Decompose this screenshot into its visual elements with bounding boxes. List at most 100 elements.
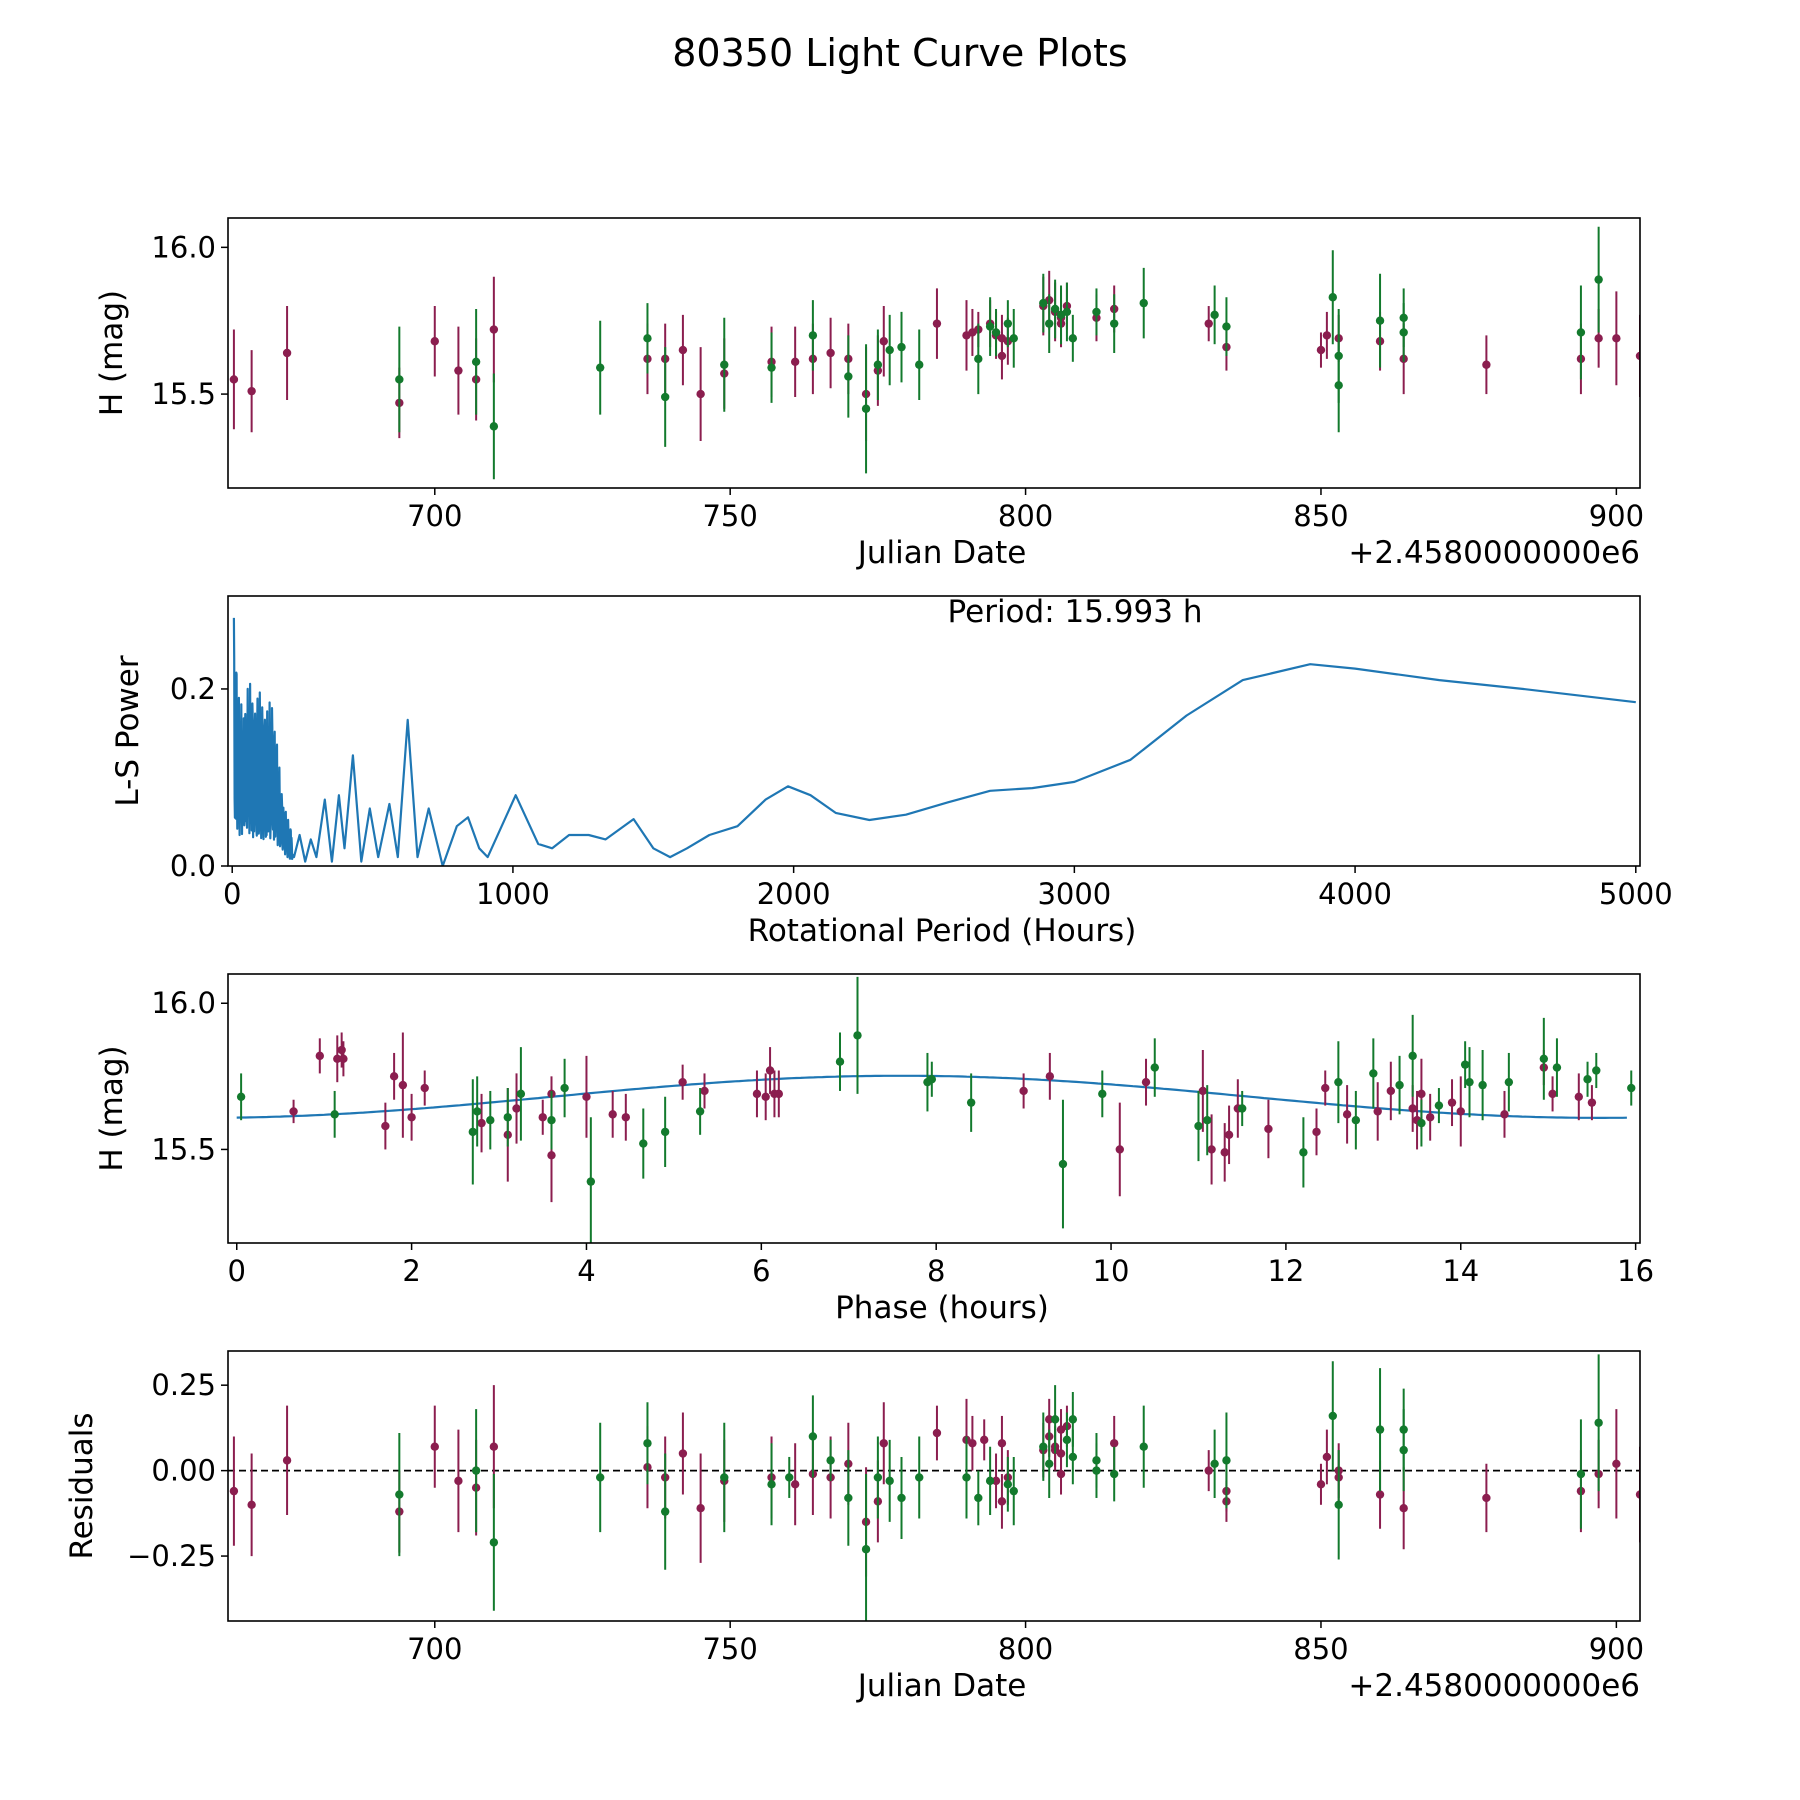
green-data-point <box>1592 1052 1601 1089</box>
magenta-data-point <box>700 1073 709 1109</box>
green-data-point <box>985 1446 995 1516</box>
y-axis-label: Residuals <box>64 1412 100 1559</box>
green-data-point <box>1417 1099 1426 1147</box>
marker <box>774 1089 784 1099</box>
marker <box>1062 1435 1072 1445</box>
marker <box>1434 1101 1444 1110</box>
marker <box>389 1072 399 1081</box>
marker <box>1139 298 1148 308</box>
green-data-point <box>1092 288 1101 336</box>
y-tick-label: −0.25 <box>127 1539 216 1573</box>
marker <box>395 1490 404 1499</box>
period-annotation: Period: 15.993 h <box>948 594 1203 630</box>
magenta-data-point <box>477 1093 486 1153</box>
green-data-point <box>885 1439 894 1522</box>
marker <box>1456 1107 1465 1116</box>
x-tick-label: 10 <box>1093 1254 1130 1288</box>
green-data-point <box>489 373 499 480</box>
magenta-data-point <box>1204 306 1213 342</box>
marker <box>1115 1145 1124 1154</box>
marker <box>844 1493 853 1503</box>
green-data-point <box>985 297 995 356</box>
marker <box>1504 1077 1514 1087</box>
green-data-point <box>1222 297 1231 356</box>
marker <box>1050 304 1060 314</box>
marker <box>1399 1445 1408 1455</box>
marker <box>1576 1469 1586 1479</box>
marker <box>1003 319 1013 328</box>
marker <box>696 389 705 399</box>
marker <box>282 348 292 358</box>
marker <box>1039 1442 1048 1451</box>
marker <box>1109 1439 1119 1448</box>
green-data-point <box>1009 308 1018 368</box>
marker <box>639 1139 648 1148</box>
marker <box>1222 1456 1231 1465</box>
figure-title: 80350 Light Curve Plots <box>672 31 1127 75</box>
green-data-point <box>1539 1017 1549 1100</box>
marker <box>879 1439 888 1448</box>
marker <box>808 331 818 340</box>
axes-frame <box>227 217 1641 489</box>
green-data-point <box>1465 1047 1474 1118</box>
green-data-point <box>1058 1099 1068 1229</box>
marker <box>1482 1493 1491 1503</box>
x-offset-text: +2.4580000000e6 <box>1348 535 1640 571</box>
magenta-data-point <box>1612 1409 1621 1519</box>
marker <box>381 1121 390 1131</box>
magenta-data-point <box>761 1073 770 1121</box>
marker <box>897 342 906 352</box>
marker <box>1237 1104 1247 1113</box>
x-tick-label: 1000 <box>476 877 550 911</box>
marker <box>407 1113 416 1122</box>
marker <box>236 1092 246 1102</box>
marker <box>1150 1063 1159 1072</box>
marker <box>997 351 1007 361</box>
marker <box>1408 1104 1417 1113</box>
x-tick-label: 800 <box>998 1632 1053 1666</box>
green-data-point <box>489 1474 499 1611</box>
x-tick-label: 850 <box>1293 499 1348 533</box>
x-tick-label: 6 <box>752 1254 770 1288</box>
green-data-point <box>1478 1050 1487 1121</box>
marker <box>1417 1089 1426 1099</box>
green-data-point <box>720 317 729 412</box>
marker <box>333 1054 342 1063</box>
magenta-data-point <box>420 1070 429 1106</box>
magenta-data-point <box>1198 1050 1208 1132</box>
magenta-data-point <box>790 326 800 398</box>
magenta-data-point <box>247 350 256 433</box>
green-data-point <box>1150 1038 1159 1097</box>
magenta-data-point <box>381 1102 390 1150</box>
marker <box>826 348 835 358</box>
marker <box>471 1466 481 1475</box>
magenta-data-point <box>1500 1090 1509 1138</box>
green-data-point <box>503 1088 512 1147</box>
marker <box>790 1480 800 1489</box>
green-data-point <box>1222 1412 1231 1509</box>
x-tick-label: 900 <box>1589 1632 1644 1666</box>
marker <box>586 1177 596 1186</box>
green-data-point <box>1328 250 1337 345</box>
marker <box>1222 322 1231 331</box>
phased-lightcurve-panel: 0 2 4 6 8 10 12 14 16 15.5 16.0 Phase (hours) H (mag… <box>94 973 1654 1326</box>
marker <box>991 1476 1001 1486</box>
magenta-data-point <box>1316 1463 1326 1505</box>
marker <box>477 1118 486 1128</box>
marker <box>1369 1069 1378 1078</box>
magenta-data-point <box>1224 1105 1234 1165</box>
marker <box>1425 1113 1435 1122</box>
x-tick-label: 0 <box>223 877 241 911</box>
marker <box>997 1497 1007 1506</box>
marker <box>339 1054 348 1063</box>
green-data-point <box>1460 1041 1470 1089</box>
marker <box>398 1080 408 1090</box>
magenta-data-point <box>1342 1085 1352 1144</box>
marker <box>1316 1480 1326 1489</box>
magenta-data-point <box>774 1070 784 1118</box>
green-data-point <box>547 1090 556 1150</box>
green-data-point <box>1576 1419 1586 1529</box>
magenta-data-point <box>229 1436 239 1546</box>
x-tick-label: 16 <box>1617 1254 1654 1288</box>
marker <box>247 1500 256 1509</box>
